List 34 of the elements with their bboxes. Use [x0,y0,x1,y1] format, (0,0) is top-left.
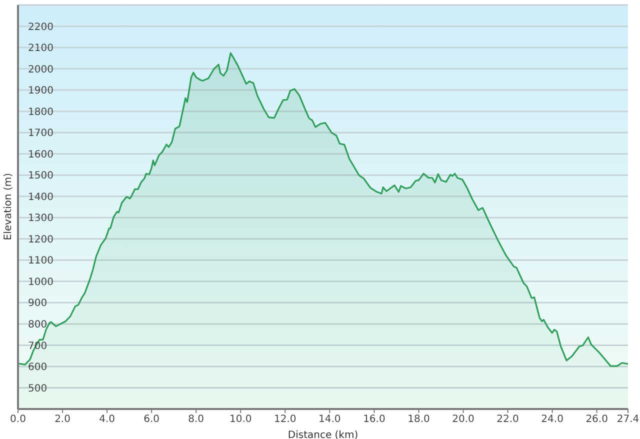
y-tick-label: 2000 [28,64,54,76]
y-tick-label: 1100 [28,256,54,267]
x-tick-label: 2.0 [54,414,70,426]
y-tick-label: 1900 [28,86,54,97]
x-tick-label: 27.4 [616,414,640,426]
y-tick-label: 500 [28,383,48,394]
y-axis-title: Elevation (m) [2,173,14,241]
x-axis-title: Distance (km) [288,430,358,439]
y-tick-label: 1500 [28,170,54,182]
x-tick-label: 16.0 [363,414,386,426]
y-tick-label: 600 [28,362,48,374]
y-tick-label: 1600 [28,149,54,160]
y-tick-label: 1200 [28,234,54,246]
y-tick-label: 1700 [28,128,54,140]
x-tick-label: 24.0 [541,414,564,426]
y-tick-label: 2100 [28,43,54,54]
x-tick-label: 20.0 [452,414,474,426]
y-tick-label: 2200 [28,22,54,33]
y-tick-label: 1000 [28,276,54,288]
x-tick-label: 8.0 [188,414,204,426]
x-tick-label: 14.0 [318,414,341,426]
y-tick-label: 800 [28,319,48,330]
x-tick-label: 26.0 [586,414,608,426]
x-tick-label: 6.0 [144,414,160,426]
x-tick-label: 22.0 [496,414,519,426]
y-tick-label: 900 [28,298,48,310]
y-tick-label: 1800 [28,106,54,118]
x-tick-label: 12.0 [274,414,296,426]
x-tick-label: 18.0 [408,414,430,426]
x-tick-label: 0.0 [10,414,26,426]
y-tick-label: 1400 [28,192,54,203]
x-tick-label: 10.0 [229,414,252,426]
x-tick-label: 4.0 [99,414,116,426]
y-tick-label: 1300 [28,213,54,224]
